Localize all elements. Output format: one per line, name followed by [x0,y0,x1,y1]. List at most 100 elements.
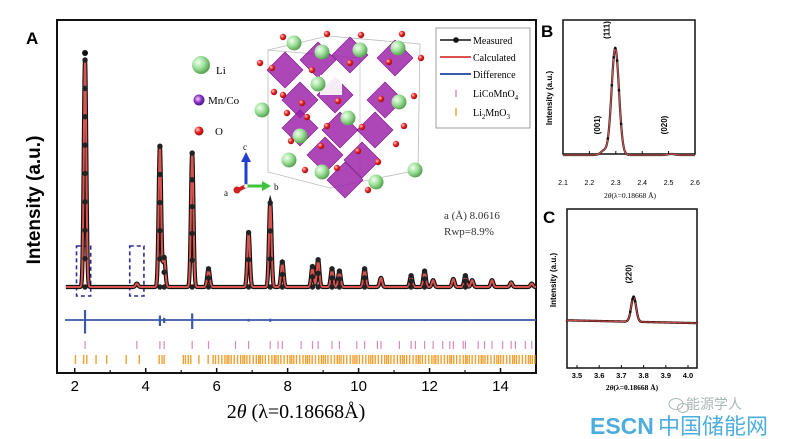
measured-point [82,170,88,177]
x-tick-label: 3.7 [616,371,626,380]
li-atom [368,174,384,190]
measured-point [408,278,414,285]
measured-point [631,297,634,301]
measured-point [189,150,195,156]
o-atom [377,95,385,103]
watermark-escn: ESCN [590,413,654,439]
x-tick-label: 3.5 [572,371,582,380]
measured-point [336,268,343,274]
measured-point [628,310,632,314]
li-atom [254,102,270,118]
axis-b-label: b [274,182,279,192]
o-atom [298,99,306,107]
x-tick-label: 2.4 [637,180,647,187]
measured-point [336,284,343,290]
o-atom [303,113,311,121]
measured-point [267,256,273,262]
measured-point [329,275,335,281]
x-tick-label: 6 [212,378,220,395]
li-atom [286,35,302,51]
li-atom [352,42,368,58]
measured-point [157,256,163,262]
measured-point [315,270,321,277]
li-atom [340,110,356,126]
calculated-curve-c [566,296,698,324]
series-legend-frame [435,27,531,129]
panel-label-a: A [26,29,38,48]
o-atom [374,158,382,166]
wechat-icon [668,398,689,413]
o-atom [398,30,406,38]
measured-point [612,56,615,59]
legend-calculated: Calculated [440,53,516,64]
li-atom [292,128,308,144]
x-tick-label: 4.0 [683,371,693,380]
panel-c-frame [566,208,698,369]
measured-point [361,284,368,290]
red-sphere-icon [194,126,204,136]
peak-label: (111) [602,21,611,39]
x-tick-label: 2.1 [558,180,568,187]
o-atom [358,123,366,131]
purple-sphere-icon [193,94,205,106]
watermark: 能源学人 ESCN 中国储能网 [590,397,768,439]
o-atom [323,30,331,38]
o-atom [392,140,400,148]
li-atom [391,94,407,110]
o-atom [334,97,342,105]
measured-point [408,272,414,279]
y-axis-label-a: Intensity (a.u.) [24,136,45,265]
watermark-wechat-text: 能源学人 [686,397,742,413]
calculated-curve-b [563,47,695,156]
measured-point [205,266,212,272]
measured-point [82,57,88,63]
legend-li2mno3: Li2MnO3 [455,108,511,121]
measured-point [632,295,635,299]
measured-point [82,85,88,92]
o-atom [400,122,408,130]
li-atom [314,164,330,180]
measured-point [82,199,88,205]
o-atom [279,33,287,41]
o-atom [333,164,341,172]
measured-point [279,271,286,278]
measured-point [279,284,286,290]
measured-point [205,275,212,281]
o-atom [410,92,418,100]
measured-point [189,230,195,237]
x-tick-label: 3.8 [638,371,648,380]
legend-measured-label: Measured [473,36,512,47]
rwp-annotation: Rwp=8.9% [444,226,494,238]
li-atom [390,40,406,56]
x-tick-label: 8 [283,378,291,395]
measured-point [421,268,428,274]
measured-point [267,284,273,290]
li-atom [314,44,330,60]
legend-item-mnco: Mn/Co [193,94,240,107]
measured-point [189,284,195,290]
y-axis-label-c: Intensity (a.u.) [549,253,558,308]
measured-point [82,227,88,233]
legend-mnco-label: Mn/Co [208,95,240,107]
measured-point [617,88,621,92]
o-atom [279,91,287,99]
crystal-axes-icon: c b a [224,142,279,198]
peak-label: (020) [660,115,669,134]
peak-label: (001) [593,115,602,134]
x-tick-label: 2.2 [585,180,595,187]
measured-point [82,284,88,290]
legend-measured: Measured [440,36,512,47]
measured-point [309,284,316,290]
measured-point [329,284,335,290]
peak-label: (220) [625,264,634,283]
measured-point [408,284,414,290]
measured-point [421,276,428,282]
panel-a: A 2 4 6 8 10 12 14 Intensity (a.u.) 2θ (λ=0.18… [24,19,537,423]
li-atom [281,152,297,168]
o-atom [354,147,362,155]
panel-label-c: C [543,208,555,227]
panel-b-frame [562,19,696,155]
panel-label-b: B [541,22,553,41]
measured-point [613,46,617,50]
